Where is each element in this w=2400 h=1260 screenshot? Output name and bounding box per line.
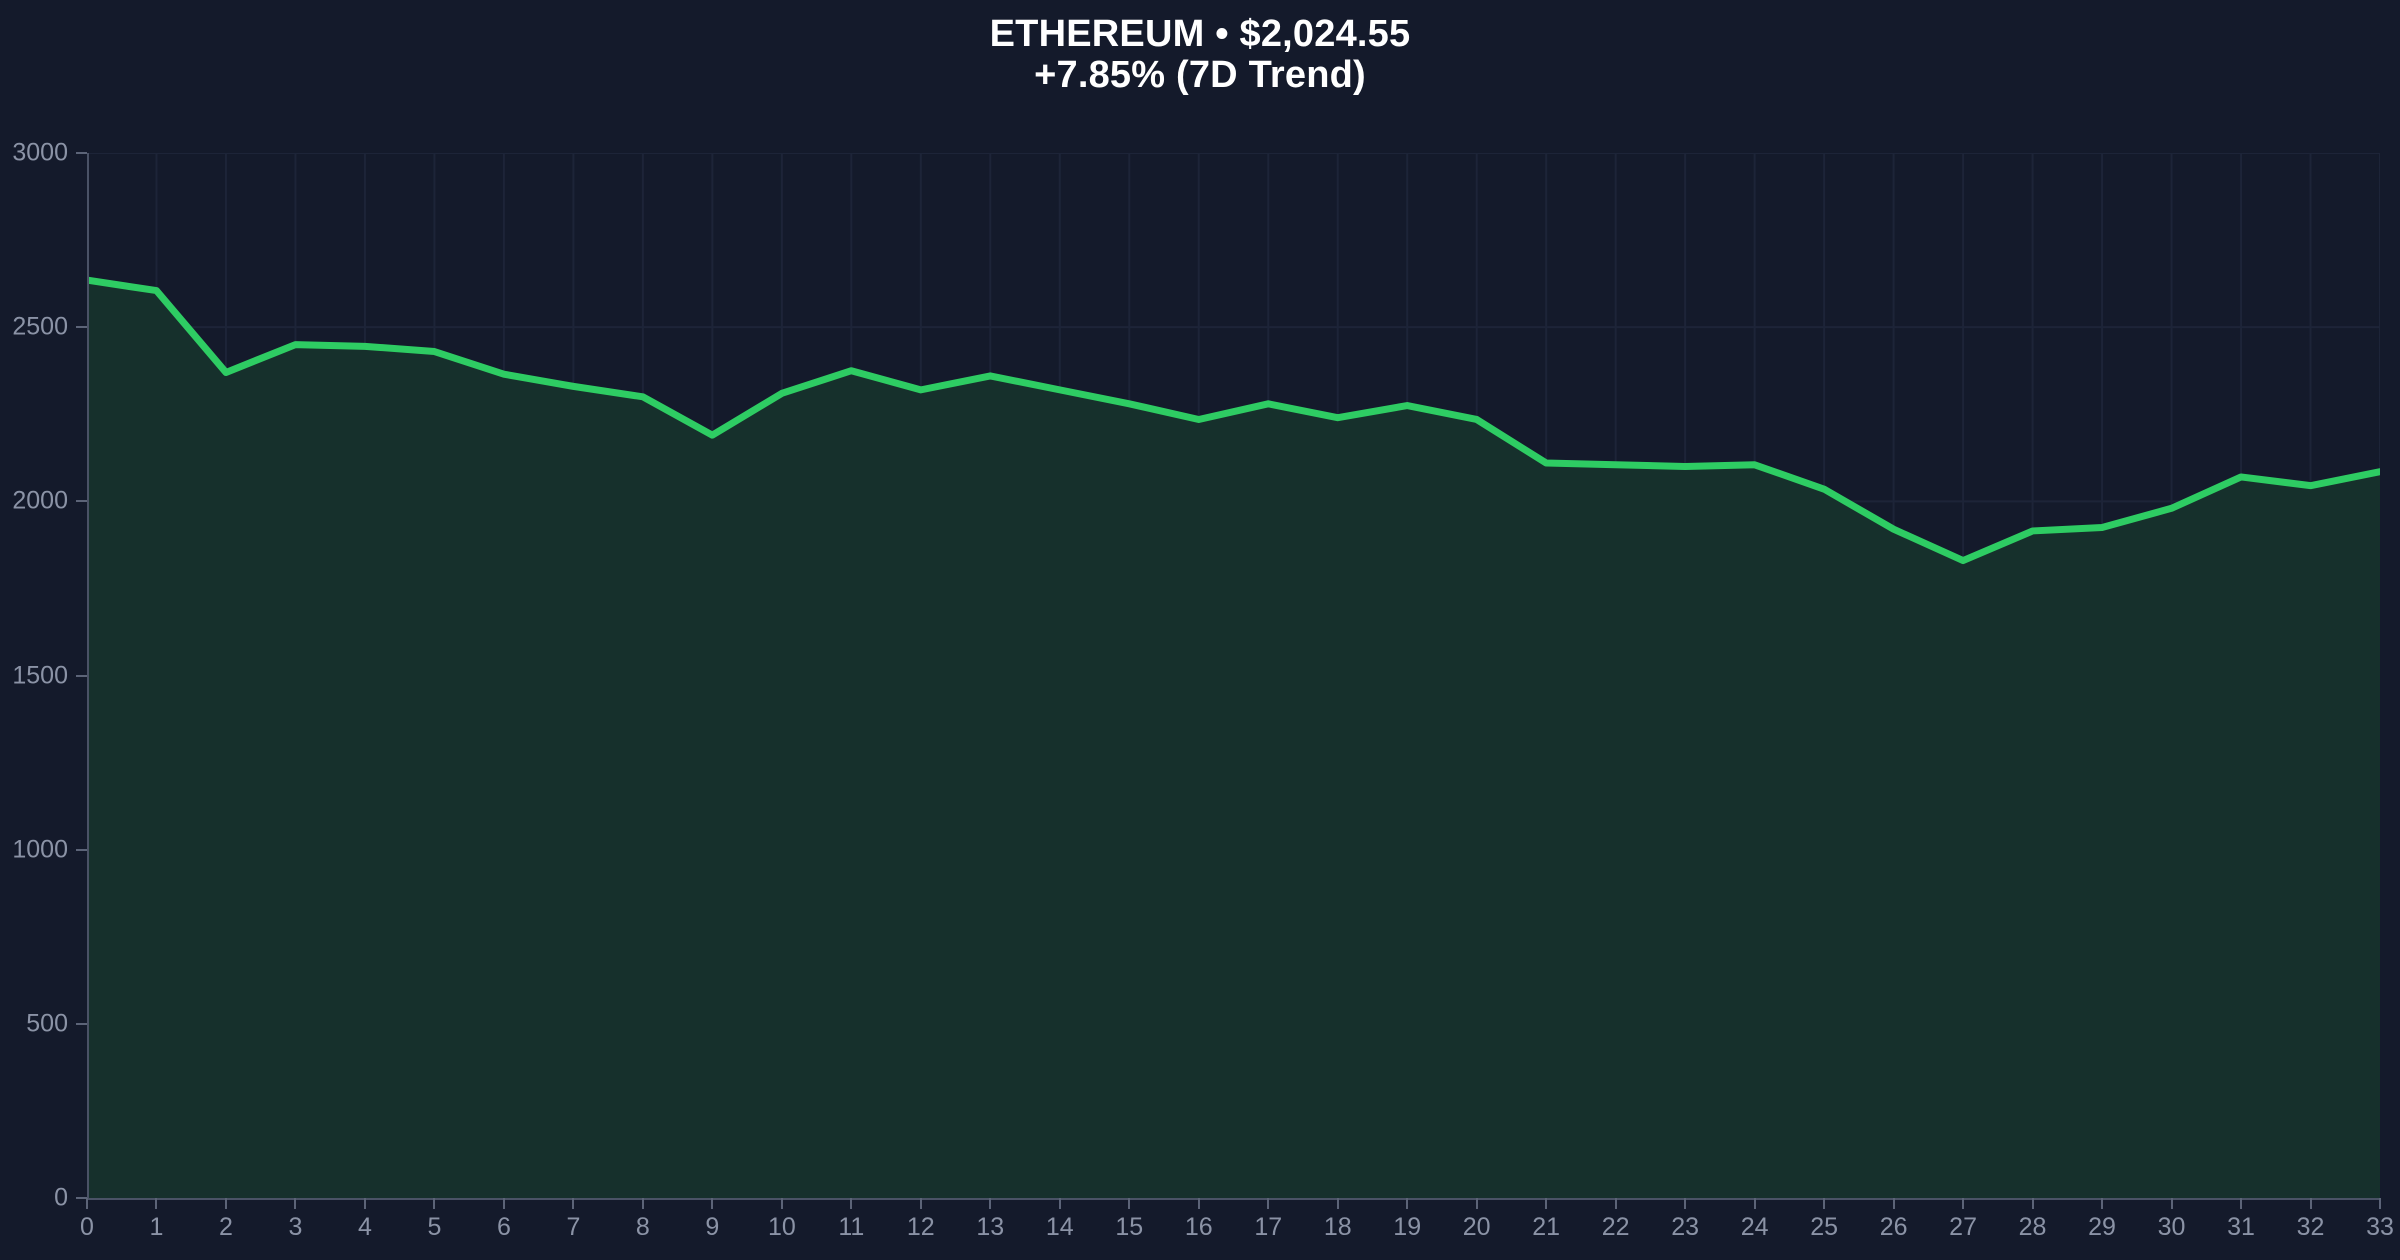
x-axis-tick-mark bbox=[155, 1198, 158, 1209]
x-axis-tick-label: 25 bbox=[1810, 1213, 1839, 1241]
x-axis-tick-mark bbox=[780, 1198, 783, 1209]
x-axis-spine bbox=[87, 1198, 2381, 1200]
y-axis-tick-mark bbox=[76, 326, 87, 329]
x-axis-tick-label: 11 bbox=[838, 1213, 865, 1241]
x-axis-tick-mark bbox=[572, 1198, 575, 1209]
area-fill-path bbox=[87, 280, 2380, 1198]
x-axis-tick-label: 17 bbox=[1254, 1213, 1283, 1241]
x-axis-tick-label: 14 bbox=[1045, 1213, 1074, 1241]
y-axis-tick-mark bbox=[76, 152, 87, 154]
x-axis-tick-label: 7 bbox=[566, 1213, 581, 1241]
x-axis-tick-mark bbox=[1823, 1198, 1826, 1209]
x-axis-tick-mark bbox=[641, 1198, 644, 1209]
x-axis-tick-mark bbox=[1197, 1198, 1200, 1209]
x-axis-tick-label: 27 bbox=[1949, 1213, 1977, 1241]
x-axis-tick-label: 4 bbox=[357, 1213, 372, 1241]
y-axis-tick-label: 3000 bbox=[12, 138, 68, 167]
x-axis-tick-mark bbox=[989, 1198, 992, 1209]
x-axis-tick-mark bbox=[1614, 1198, 1617, 1209]
x-axis-tick-label: 13 bbox=[976, 1213, 1005, 1241]
x-axis-tick-mark bbox=[294, 1198, 297, 1209]
x-axis-tick-label: 29 bbox=[2088, 1213, 2116, 1241]
y-axis-tick-mark bbox=[76, 500, 87, 503]
x-axis-tick-label: 6 bbox=[496, 1213, 511, 1241]
x-axis-tick-mark bbox=[1962, 1198, 1965, 1209]
x-axis-tick-mark bbox=[2309, 1198, 2312, 1209]
y-axis-tick-label: 2500 bbox=[12, 312, 68, 341]
y-axis-tick-mark bbox=[76, 848, 87, 851]
x-axis-tick-label: 26 bbox=[1879, 1213, 1908, 1241]
x-axis-tick-label: 30 bbox=[2157, 1213, 2186, 1241]
x-axis-tick-label: 9 bbox=[705, 1213, 720, 1241]
y-axis-tick-label: 1500 bbox=[12, 661, 68, 689]
x-axis-tick-mark bbox=[363, 1198, 366, 1209]
x-axis-tick-mark bbox=[2101, 1198, 2104, 1209]
x-axis-tick-label: 15 bbox=[1115, 1213, 1144, 1241]
x-axis-tick-mark bbox=[2240, 1198, 2243, 1209]
x-axis-tick-mark bbox=[1058, 1198, 1061, 1209]
x-axis-tick-mark bbox=[1545, 1198, 1548, 1209]
x-axis-tick-label: 20 bbox=[1462, 1213, 1491, 1241]
x-axis-tick-mark bbox=[919, 1198, 922, 1209]
x-axis-tick-mark bbox=[1406, 1198, 1409, 1209]
x-axis-tick-mark bbox=[502, 1198, 505, 1209]
x-axis-tick-mark bbox=[1475, 1198, 1478, 1209]
x-axis-tick-label: 18 bbox=[1323, 1213, 1352, 1241]
x-axis-tick-label: 2 bbox=[219, 1213, 233, 1241]
x-axis-tick-label: 0 bbox=[80, 1213, 94, 1241]
x-axis-tick-mark bbox=[86, 1198, 88, 1209]
x-axis-tick-label: 12 bbox=[906, 1213, 935, 1241]
y-axis-spine bbox=[87, 153, 89, 1199]
x-axis-tick-label: 23 bbox=[1671, 1213, 1700, 1241]
x-axis-tick-mark bbox=[1892, 1198, 1895, 1209]
x-axis-tick-label: 22 bbox=[1601, 1213, 1630, 1241]
x-axis-tick-mark bbox=[850, 1198, 853, 1209]
x-axis-tick-label: 10 bbox=[767, 1213, 796, 1241]
plot-area bbox=[87, 153, 2380, 1198]
x-axis-tick-label: 21 bbox=[1532, 1213, 1561, 1241]
chart-title: ETHEREUM • $2,024.55 +7.85% (7D Trend) bbox=[989, 13, 1411, 97]
y-axis-tick-label: 0 bbox=[54, 1183, 68, 1212]
x-axis-tick-mark bbox=[1684, 1198, 1687, 1209]
x-axis-tick-mark bbox=[1753, 1198, 1756, 1209]
x-axis-tick-mark bbox=[224, 1198, 227, 1209]
area-chart-svg bbox=[87, 153, 2380, 1198]
y-axis-tick-labels: 0 500 1000 1500 2000 2500 3000 bbox=[0, 0, 68, 1260]
y-axis-tick-label: 1000 bbox=[12, 835, 68, 864]
x-axis-tick-mark bbox=[711, 1198, 714, 1209]
x-axis-tick-label: 8 bbox=[635, 1213, 650, 1241]
price-line-path bbox=[87, 276, 2380, 565]
y-axis-tick-mark bbox=[76, 1197, 87, 1199]
x-axis-tick-label: 24 bbox=[1740, 1213, 1769, 1241]
x-axis-tick-label: 31 bbox=[2227, 1213, 2255, 1241]
x-axis-tick-mark bbox=[1336, 1198, 1339, 1209]
x-axis-tick-label: 33 bbox=[2366, 1213, 2394, 1241]
x-axis-tick-mark bbox=[2379, 1198, 2381, 1209]
y-axis-tick-label: 2000 bbox=[12, 486, 68, 515]
y-axis-tick-mark bbox=[76, 1022, 87, 1025]
x-axis-tick-mark bbox=[1128, 1198, 1131, 1209]
x-axis-tick-label: 3 bbox=[288, 1213, 303, 1241]
x-axis-tick-mark bbox=[2031, 1198, 2034, 1209]
y-axis-tick-mark bbox=[76, 674, 87, 677]
x-axis-tick-label: 1 bbox=[149, 1213, 164, 1241]
y-axis-tick-label: 500 bbox=[26, 1009, 68, 1038]
x-axis-tick-label: 32 bbox=[2296, 1213, 2325, 1241]
x-axis-tick-label: 28 bbox=[2018, 1213, 2047, 1241]
x-axis-tick-mark bbox=[2170, 1198, 2173, 1209]
x-axis-tick-label: 16 bbox=[1184, 1213, 1213, 1241]
x-axis-tick-label: 19 bbox=[1393, 1213, 1422, 1241]
x-axis-tick-mark bbox=[433, 1198, 436, 1209]
x-axis-tick-mark bbox=[1267, 1198, 1270, 1209]
x-axis-tick-label: 5 bbox=[427, 1213, 442, 1241]
